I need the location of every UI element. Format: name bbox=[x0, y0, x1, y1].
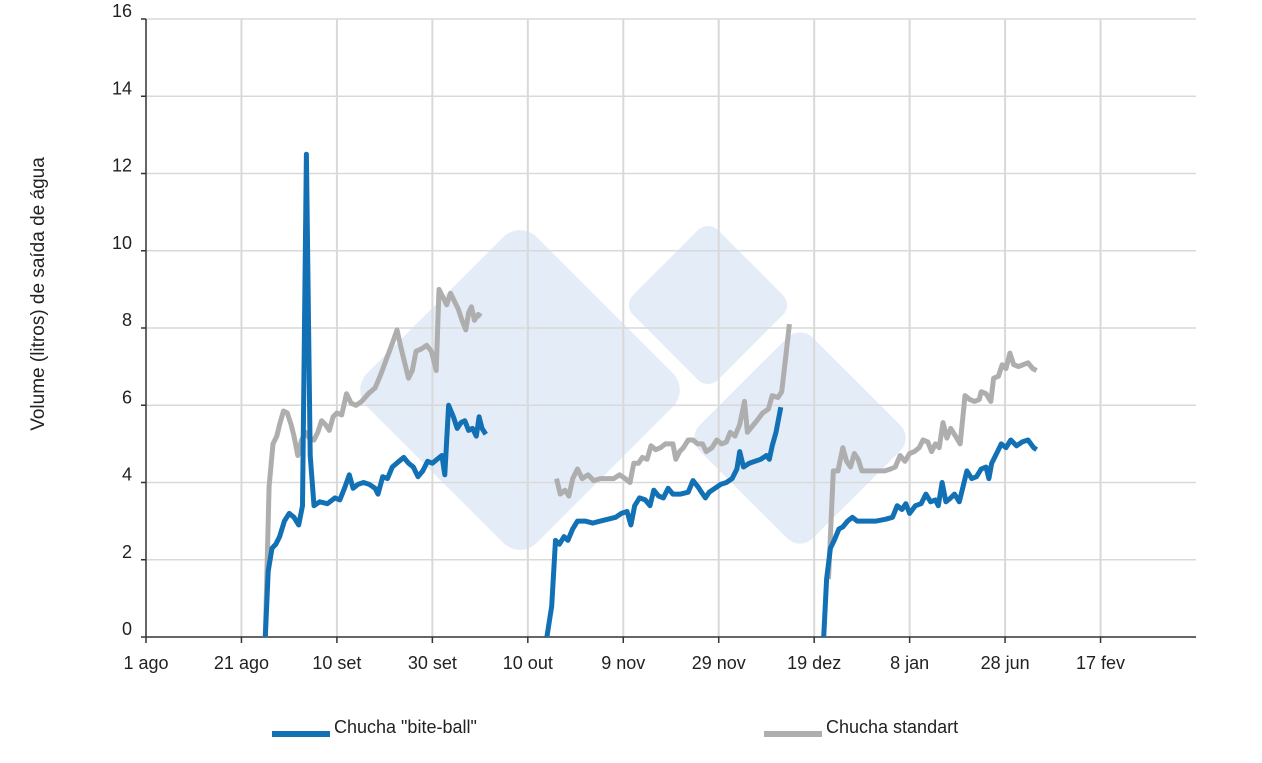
y-axis-label: Volume (litros) de saída de água bbox=[28, 157, 49, 431]
series-line-segment bbox=[821, 437, 1039, 638]
y-tick-label: 14 bbox=[112, 78, 132, 98]
x-axis-ticks: 1 ago 21 ago 10 set 30 set 10 out 9 nov 29 nov… bbox=[123, 637, 1125, 673]
x-tick-label: 1 ago bbox=[123, 653, 168, 673]
series-line-segment bbox=[262, 286, 483, 638]
x-tick-label: 30 set bbox=[408, 653, 457, 673]
series-line-segment bbox=[262, 151, 488, 638]
series-line-segment bbox=[826, 350, 1038, 580]
y-tick-label: 6 bbox=[122, 387, 132, 407]
x-tick-label: 17 fev bbox=[1076, 653, 1125, 673]
x-tick-label: 19 dez bbox=[787, 653, 841, 673]
y-tick-label: 16 bbox=[112, 1, 132, 21]
x-tick-label: 21 ago bbox=[214, 653, 269, 673]
x-tick-label: 9 nov bbox=[601, 653, 645, 673]
grid-lines bbox=[146, 18, 1196, 637]
x-tick-label: 29 nov bbox=[692, 653, 746, 673]
x-tick-label: 10 set bbox=[312, 653, 361, 673]
y-tick-label: 4 bbox=[122, 465, 132, 485]
y-tick-label: 10 bbox=[112, 233, 132, 253]
series-lines bbox=[262, 151, 1039, 638]
x-tick-label: 10 out bbox=[503, 653, 553, 673]
series-bite-ball bbox=[262, 151, 1039, 638]
y-tick-label: 0 bbox=[122, 619, 132, 639]
series-standart bbox=[262, 286, 1038, 638]
series-line-segment bbox=[544, 406, 784, 638]
x-tick-label: 28 jun bbox=[981, 653, 1030, 673]
x-tick-label: 8 jan bbox=[890, 653, 929, 673]
legend-label: Chucha "bite-ball" bbox=[334, 717, 477, 737]
series-line-segment bbox=[554, 323, 792, 499]
y-tick-label: 12 bbox=[112, 156, 132, 176]
legend-label: Chucha standart bbox=[826, 717, 958, 737]
y-tick-label: 8 bbox=[122, 310, 132, 330]
y-axis-ticks: 0 2 4 6 8 10 12 14 16 bbox=[112, 1, 146, 639]
legend: Chucha "bite-ball" Chucha standart bbox=[272, 717, 958, 737]
y-tick-label: 2 bbox=[122, 542, 132, 562]
